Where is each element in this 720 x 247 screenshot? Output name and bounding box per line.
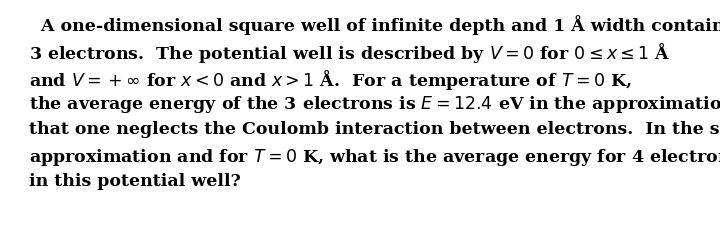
Text: in this potential well?: in this potential well? — [29, 173, 240, 190]
Text: A one-dimensional square well of infinite depth and 1 Å width contains: A one-dimensional square well of infinit… — [29, 15, 720, 35]
Text: 3 electrons.  The potential well is described by $V = 0$ for $0 \leq x \leq 1$ Å: 3 electrons. The potential well is descr… — [29, 41, 670, 65]
Text: and $V = +\infty$ for $x < 0$ and $x > 1$ Å.  For a temperature of $T = 0$ K,: and $V = +\infty$ for $x < 0$ and $x > 1… — [29, 68, 631, 92]
Text: that one neglects the Coulomb interaction between electrons.  In the same: that one neglects the Coulomb interactio… — [29, 121, 720, 138]
Text: approximation and for $T = 0$ K, what is the average energy for 4 electrons: approximation and for $T = 0$ K, what is… — [29, 147, 720, 168]
Text: the average energy of the 3 electrons is $E = 12.4$ eV in the approximation: the average energy of the 3 electrons is… — [29, 94, 720, 115]
